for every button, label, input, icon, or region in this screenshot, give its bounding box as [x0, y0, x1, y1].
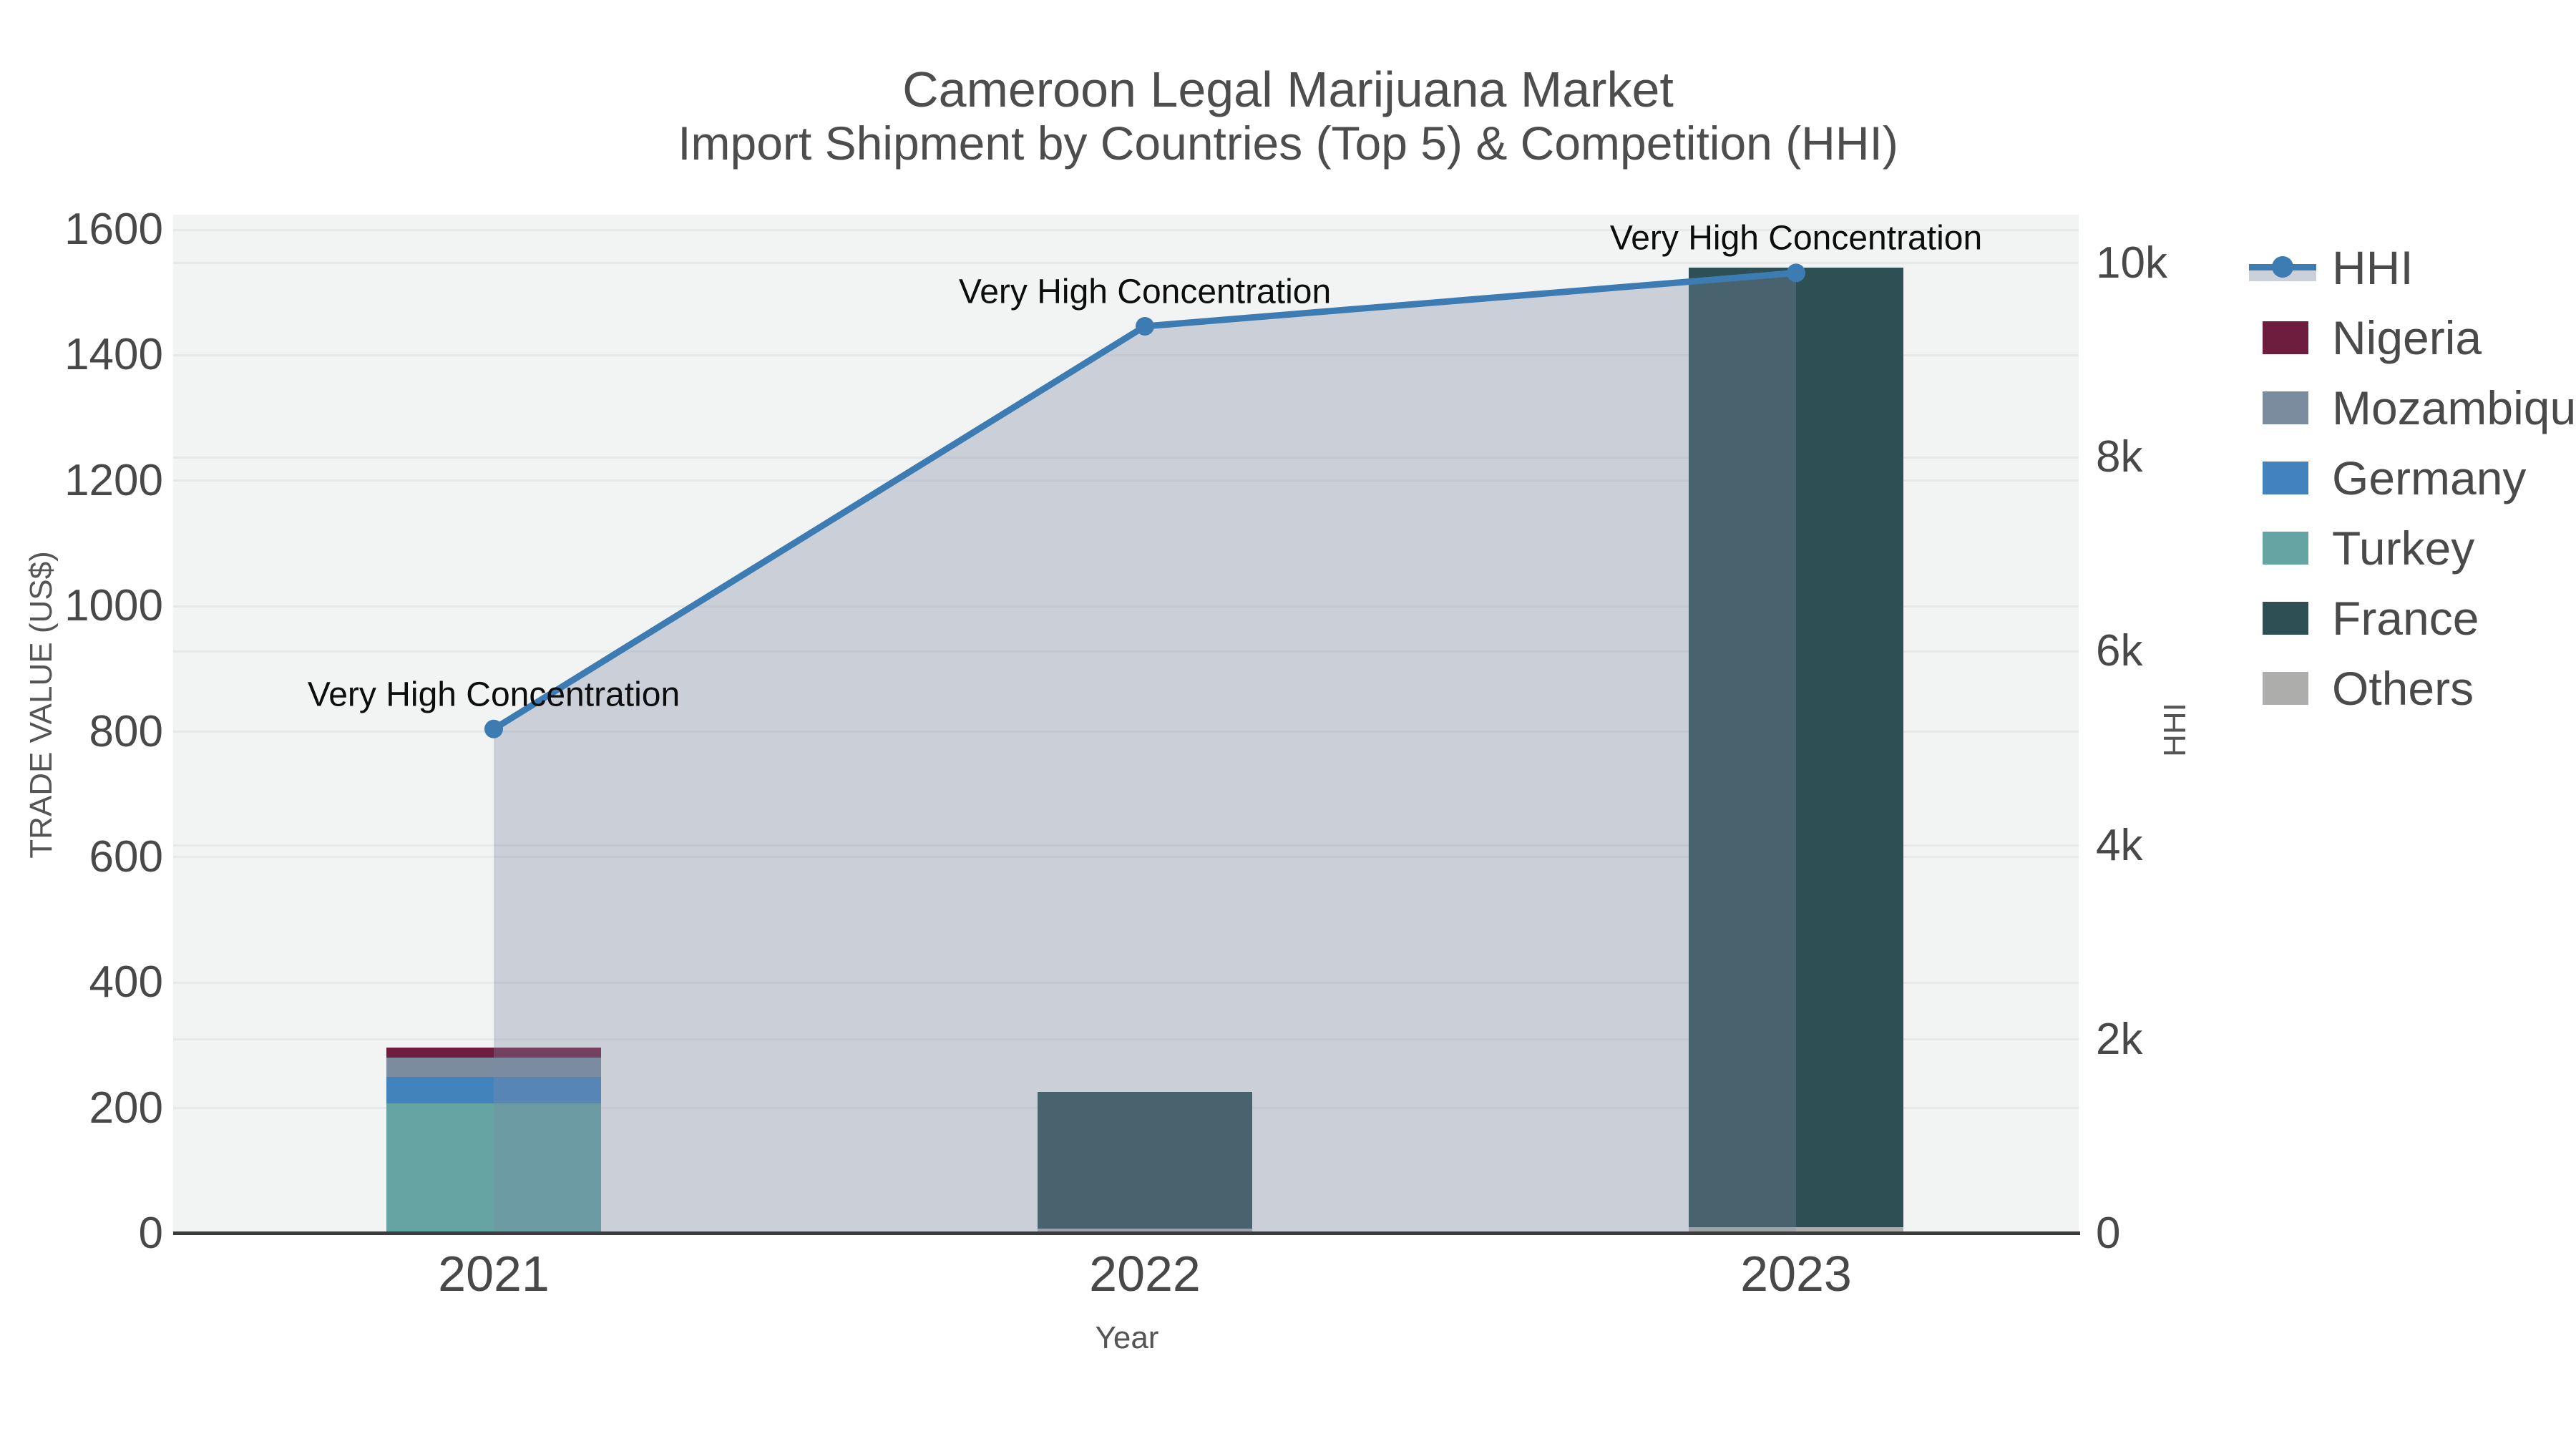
legend-item-france[interactable]: France [2249, 583, 2479, 653]
turkey-swatch [2263, 532, 2308, 565]
others-swatch [2263, 672, 2308, 705]
y-left-tick-800: 800 [89, 706, 163, 756]
gridline-right-10000 [173, 262, 2079, 265]
gridline-right-2000 [173, 1038, 2079, 1041]
legend-item-others[interactable]: Others [2249, 653, 2474, 723]
gridline-left-600 [173, 856, 2079, 859]
y-right-tick-10k: 10k [2096, 238, 2167, 288]
y-right-tick-2k: 2k [2096, 1014, 2143, 1064]
hhi-area-fill [494, 273, 1796, 1234]
y-left-tick-1000: 1000 [64, 581, 163, 631]
chart-title-line1: Cameroon Legal Marijuana Market [902, 62, 1674, 117]
gridline-left-800 [173, 731, 2079, 733]
legend-item-hhi[interactable]: HHI [2249, 233, 2414, 303]
y-left-tick-1200: 1200 [64, 455, 163, 505]
hhi-marker-sample [2272, 256, 2293, 278]
annotation-2022: Very High Concentration [958, 273, 1332, 311]
gridline-right-6000 [173, 650, 2079, 653]
x-axis-title: Year [1095, 1320, 1159, 1355]
gridline-left-400 [173, 981, 2079, 984]
y-right-tick-0: 0 [2096, 1209, 2121, 1258]
legend-label-mozambique: Mozambique [2332, 381, 2576, 434]
bar-turkey-2021 [386, 1103, 601, 1234]
hhi-marker-2022 [1136, 316, 1154, 336]
y-left-tick-1600: 1600 [64, 205, 163, 255]
hhi-line-chart [484, 263, 1805, 1234]
y-axis-left-title: TRADE VALUE (US$) [24, 551, 59, 859]
germany-swatch [2263, 462, 2308, 494]
mozambique-swatch [2263, 391, 2308, 424]
hhi-marker-2021 [484, 719, 503, 738]
legend-label-others: Others [2332, 662, 2474, 715]
legend-item-turkey[interactable]: Turkey [2249, 513, 2474, 583]
annotation-2021: Very High Concentration [307, 675, 680, 714]
nigeria-color-swatch-icon [2249, 303, 2316, 373]
legend-item-mozambique[interactable]: Mozambique [2249, 373, 2576, 443]
y-right-tick-6k: 6k [2096, 626, 2143, 676]
y-left-tick-400: 400 [89, 957, 163, 1008]
y-left-tick-600: 600 [89, 831, 163, 882]
nigeria-swatch [2263, 321, 2308, 354]
legend-label-turkey: Turkey [2332, 522, 2475, 575]
hhi-marker-2023 [1787, 263, 1805, 283]
legend-label-germany: Germany [2332, 452, 2527, 504]
legend-item-germany[interactable]: Germany [2249, 443, 2526, 513]
hhi-line-swatch-icon [2249, 233, 2316, 303]
plot-area: Very High Concentration Very High Concent… [173, 215, 2079, 1234]
gridline-left-1400 [173, 353, 2079, 356]
others-color-swatch-icon [2249, 653, 2316, 723]
france-color-swatch-icon [2249, 583, 2316, 653]
chart-title-line2: Import Shipment by Countries (Top 5) & C… [678, 117, 1898, 170]
turkey-color-swatch-icon [2249, 513, 2316, 583]
x-tick-2023: 2023 [1740, 1246, 1852, 1302]
annotation-2023: Very High Concentration [1609, 219, 1983, 258]
legend-label-nigeria: Nigeria [2332, 311, 2482, 364]
y-right-tick-8k: 8k [2096, 432, 2143, 482]
x-tick-2021: 2021 [438, 1246, 550, 1302]
y-left-tick-0: 0 [138, 1209, 163, 1258]
bar-germany-2021 [386, 1076, 601, 1104]
france-swatch [2263, 602, 2308, 635]
legend-label-hhi: HHI [2332, 241, 2414, 294]
gridline-right-8000 [173, 456, 2079, 459]
bar-others-2022 [1038, 1228, 1252, 1234]
bar-mozambique-2021 [386, 1058, 601, 1077]
legend-item-nigeria[interactable]: Nigeria [2249, 303, 2482, 373]
bar-nigeria-2021 [386, 1048, 601, 1058]
y-right-tick-4k: 4k [2096, 820, 2143, 870]
y-left-tick-200: 200 [89, 1083, 163, 1133]
y-axis-right-title: HHI [2157, 703, 2192, 757]
x-tick-2022: 2022 [1089, 1246, 1201, 1302]
y-left-tick-1400: 1400 [64, 330, 163, 380]
x-axis-line [173, 1231, 2080, 1235]
mozambique-color-swatch-icon [2249, 373, 2316, 443]
bar-france-2023 [1689, 267, 1903, 1228]
legend-label-france: France [2332, 592, 2479, 645]
germany-color-swatch-icon [2249, 443, 2316, 513]
gridline-left-1600 [173, 228, 2079, 231]
gridline-left-1000 [173, 605, 2079, 608]
bar-others-2023 [1689, 1227, 1903, 1234]
bar-france-2022 [1038, 1091, 1252, 1229]
gridline-right-4000 [173, 844, 2079, 847]
gridline-left-1200 [173, 479, 2079, 482]
